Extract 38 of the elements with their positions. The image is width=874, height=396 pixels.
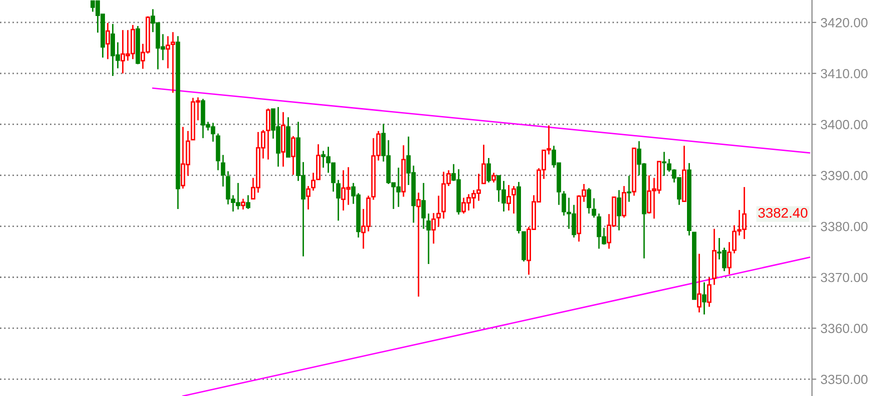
candlestick — [512, 185, 516, 214]
candlestick — [220, 154, 226, 188]
candlestick — [436, 195, 441, 228]
y-tick-label: 3360.00 — [820, 324, 868, 334]
candlestick — [702, 282, 706, 316]
y-tick-label: 3400.00 — [820, 120, 868, 130]
candlestick — [266, 108, 270, 160]
y-tick-label: 3380.00 — [820, 222, 868, 232]
candlestick — [421, 182, 426, 230]
y-tick-label: 3370.00 — [820, 272, 868, 282]
candlestick — [481, 144, 486, 184]
candlestick — [336, 179, 341, 222]
y-tick-label: 3350.00 — [820, 374, 868, 384]
candlestick — [586, 187, 592, 214]
y-tick-label: 3420.00 — [820, 18, 868, 28]
annotation: 3382.40 — [758, 208, 808, 218]
candlestick — [246, 194, 250, 210]
candlestick — [431, 212, 436, 244]
candlestick — [616, 189, 622, 232]
candlestick — [426, 212, 431, 265]
candlestick — [562, 190, 566, 216]
candlestick — [727, 241, 732, 275]
candlestick — [592, 198, 596, 218]
candlestick — [106, 22, 110, 60]
candlestick — [506, 184, 511, 212]
candlestick — [306, 185, 310, 210]
candlestick — [622, 185, 626, 218]
candlestick — [291, 135, 296, 176]
candlestick — [240, 198, 246, 210]
candlestick — [626, 175, 632, 203]
candlestick — [416, 192, 421, 298]
candlestick — [697, 253, 702, 314]
candlestick — [662, 151, 666, 177]
y-tick-label: 3410.00 — [820, 68, 868, 78]
candlestick — [492, 172, 496, 184]
y-tick-label: 3390.00 — [820, 170, 868, 180]
candlestick — [486, 157, 491, 184]
candlestick — [707, 276, 712, 308]
